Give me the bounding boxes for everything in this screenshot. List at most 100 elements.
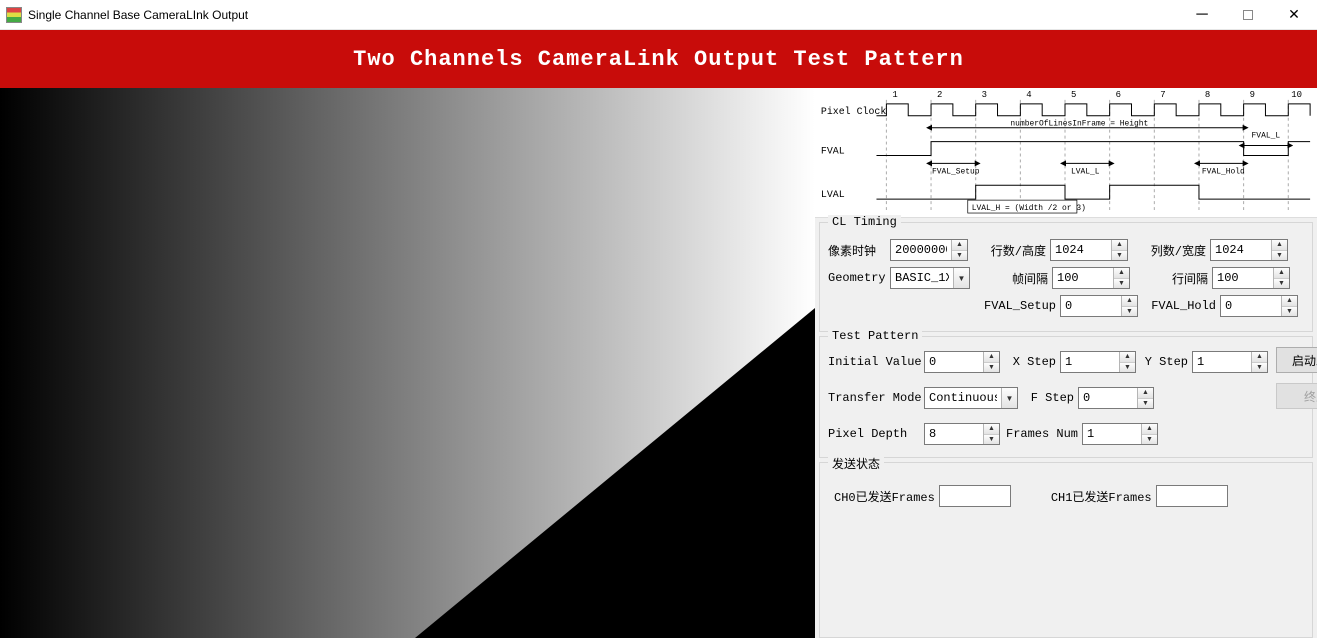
cl-timing-title: CL Timing xyxy=(828,215,901,229)
fval-hold-label: FVAL_Hold xyxy=(1144,299,1216,313)
svg-text:FVAL_Setup: FVAL_Setup xyxy=(932,167,980,176)
cols-width-input[interactable]: ▲▼ xyxy=(1210,239,1288,261)
fval-hold-input[interactable]: ▲▼ xyxy=(1220,295,1298,317)
timing-diagram: .sig-lbl { font: 10px "Courier New", mon… xyxy=(815,88,1317,218)
y-step-input[interactable]: ▲▼ xyxy=(1192,351,1268,373)
spin-down-icon[interactable]: ▼ xyxy=(1142,435,1157,445)
x-step-input[interactable]: ▲▼ xyxy=(1060,351,1136,373)
banner-text: Two Channels CameraLink Output Test Patt… xyxy=(353,47,964,72)
svg-text:4: 4 xyxy=(1026,90,1031,100)
x-step-label: X Step xyxy=(1006,355,1056,369)
svg-text:LVAL_L: LVAL_L xyxy=(1071,167,1100,176)
y-step-label: Y Step xyxy=(1142,355,1188,369)
start-send-button[interactable]: 启动发送 xyxy=(1276,347,1317,373)
chevron-down-icon[interactable]: ▼ xyxy=(953,268,969,288)
spin-down-icon[interactable]: ▼ xyxy=(1112,251,1127,261)
spin-down-icon[interactable]: ▼ xyxy=(1282,307,1297,317)
fval-setup-input[interactable]: ▲▼ xyxy=(1060,295,1138,317)
initial-value-label: Initial Value xyxy=(828,355,920,369)
svg-text:numberOfLinesInFrame = Height: numberOfLinesInFrame = Height xyxy=(1010,120,1148,129)
spin-up-icon[interactable]: ▲ xyxy=(1282,296,1297,307)
svg-text:8: 8 xyxy=(1205,90,1210,100)
cl-timing-group: CL Timing 像素时钟 ▲▼ 行数/高度 ▲▼ xyxy=(819,222,1313,332)
svg-text:2: 2 xyxy=(937,90,942,100)
spin-down-icon[interactable]: ▼ xyxy=(984,363,999,373)
spin-down-icon[interactable]: ▼ xyxy=(1122,307,1137,317)
spin-down-icon[interactable]: ▼ xyxy=(984,435,999,445)
window-maximize-button[interactable] xyxy=(1225,0,1271,30)
send-status-group: 发送状态 CH0已发送Frames CH1已发送Frames xyxy=(819,462,1313,638)
grid-lines xyxy=(886,100,1288,212)
spin-down-icon[interactable]: ▼ xyxy=(1120,363,1135,373)
spin-up-icon[interactable]: ▲ xyxy=(984,424,999,435)
pixel-depth-label: Pixel Depth xyxy=(828,427,920,441)
cols-width-label: 列数/宽度 xyxy=(1134,242,1206,259)
rows-height-label: 行数/高度 xyxy=(974,242,1046,259)
spin-down-icon[interactable]: ▼ xyxy=(1274,279,1289,289)
svg-text:1: 1 xyxy=(892,90,897,100)
transfer-mode-label: Transfer Mode xyxy=(828,391,920,405)
window-close-button[interactable]: ✕ xyxy=(1271,0,1317,30)
signal-label-pixel-clock: Pixel Clock xyxy=(821,106,886,117)
spin-up-icon[interactable]: ▲ xyxy=(1274,268,1289,279)
svg-text:7: 7 xyxy=(1160,90,1165,100)
spin-down-icon[interactable]: ▼ xyxy=(1138,399,1153,409)
rows-height-input[interactable]: ▲▼ xyxy=(1050,239,1128,261)
f-step-input[interactable]: ▲▼ xyxy=(1078,387,1154,409)
spin-up-icon[interactable]: ▲ xyxy=(1272,240,1287,251)
ch0-frames-field xyxy=(939,485,1011,507)
ch1-frames-field xyxy=(1156,485,1228,507)
app-icon xyxy=(6,7,22,23)
pattern-preview xyxy=(0,88,815,638)
spin-up-icon[interactable]: ▲ xyxy=(952,240,967,251)
svg-text:9: 9 xyxy=(1250,90,1255,100)
tick-labels: 1 2 3 4 5 6 7 8 9 10 xyxy=(892,90,1302,100)
spin-up-icon[interactable]: ▲ xyxy=(1138,388,1153,399)
spin-down-icon[interactable]: ▼ xyxy=(1114,279,1129,289)
svg-text:5: 5 xyxy=(1071,90,1076,100)
spin-down-icon[interactable]: ▼ xyxy=(952,251,967,261)
pixel-depth-input[interactable]: ▲▼ xyxy=(924,423,1000,445)
frames-num-input[interactable]: ▲▼ xyxy=(1082,423,1158,445)
ch0-frames-label: CH0已发送Frames xyxy=(834,488,935,505)
spin-up-icon[interactable]: ▲ xyxy=(1120,352,1135,363)
svg-text:6: 6 xyxy=(1116,90,1121,100)
banner: Two Channels CameraLink Output Test Patt… xyxy=(0,30,1317,88)
svg-text:10: 10 xyxy=(1291,90,1302,100)
transfer-mode-select[interactable]: ▼ xyxy=(924,387,1018,409)
window-title: Single Channel Base CameraLInk Output xyxy=(28,8,248,22)
pixel-clock-input[interactable]: ▲▼ xyxy=(890,239,968,261)
frame-gap-label: 帧间隔 xyxy=(976,270,1048,287)
svg-text:LVAL_H = (Width /2 or 3): LVAL_H = (Width /2 or 3) xyxy=(972,204,1086,213)
signal-label-fval: FVAL xyxy=(821,145,845,156)
svg-text:FVAL_Hold: FVAL_Hold xyxy=(1202,167,1245,176)
spin-up-icon[interactable]: ▲ xyxy=(984,352,999,363)
fval-setup-label: FVAL_Setup xyxy=(984,299,1056,313)
spin-up-icon[interactable]: ▲ xyxy=(1122,296,1137,307)
window-minimize-button[interactable]: ─ xyxy=(1179,0,1225,30)
initial-value-input[interactable]: ▲▼ xyxy=(924,351,1000,373)
test-pattern-group: Test Pattern Initial Value ▲▼ X Step xyxy=(819,336,1313,458)
test-pattern-title: Test Pattern xyxy=(828,329,922,343)
chevron-down-icon[interactable]: ▼ xyxy=(1001,388,1017,408)
window-titlebar: Single Channel Base CameraLInk Output ─ … xyxy=(0,0,1317,30)
geometry-label: Geometry xyxy=(828,271,886,285)
f-step-label: F Step xyxy=(1024,391,1074,405)
pixel-clock-label: 像素时钟 xyxy=(828,242,886,259)
spin-up-icon[interactable]: ▲ xyxy=(1252,352,1267,363)
spin-down-icon[interactable]: ▼ xyxy=(1272,251,1287,261)
spin-up-icon[interactable]: ▲ xyxy=(1114,268,1129,279)
line-gap-input[interactable]: ▲▼ xyxy=(1212,267,1290,289)
spin-down-icon[interactable]: ▼ xyxy=(1252,363,1267,373)
spin-up-icon[interactable]: ▲ xyxy=(1142,424,1157,435)
send-status-title: 发送状态 xyxy=(828,455,884,472)
frames-num-label: Frames Num xyxy=(1006,427,1078,441)
ch1-frames-label: CH1已发送Frames xyxy=(1051,488,1152,505)
svg-text:FVAL_L: FVAL_L xyxy=(1252,132,1281,141)
frame-gap-input[interactable]: ▲▼ xyxy=(1052,267,1130,289)
geometry-select[interactable]: ▼ xyxy=(890,267,970,289)
line-gap-label: 行间隔 xyxy=(1136,270,1208,287)
stop-button[interactable]: 终止 xyxy=(1276,383,1317,409)
spin-up-icon[interactable]: ▲ xyxy=(1112,240,1127,251)
settings-panel: .sig-lbl { font: 10px "Courier New", mon… xyxy=(815,88,1317,638)
